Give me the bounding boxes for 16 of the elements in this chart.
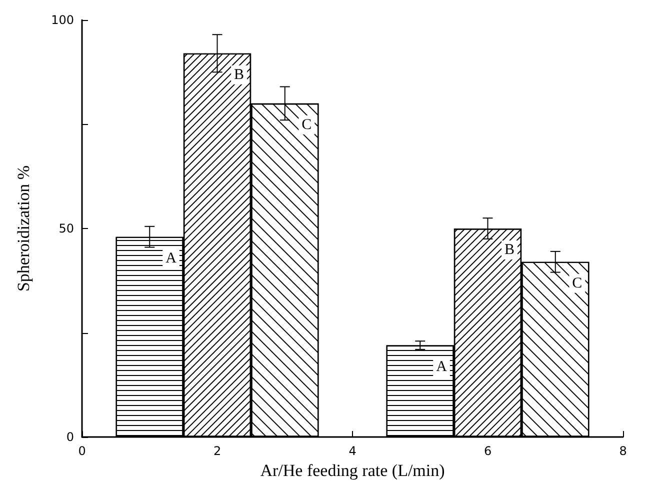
x-tick-label: 4: [348, 444, 356, 458]
x-tick-label: 6: [484, 444, 492, 458]
x-axis-title: Ar/He feeding rate (L/min): [260, 460, 445, 480]
y-axis-title: Spheroidization %: [14, 165, 33, 292]
y-tick-label: 50: [58, 222, 74, 236]
y-tick-label: 0: [66, 430, 74, 444]
x-tick-label: 0: [78, 444, 86, 458]
series-label: A: [166, 250, 177, 266]
series-label: B: [234, 66, 244, 83]
text: C: [572, 275, 582, 292]
x-tick-label: 2: [213, 444, 222, 458]
series-label: C: [302, 116, 312, 133]
y-tick-label: 100: [51, 13, 74, 27]
text: A: [436, 358, 447, 375]
text: B: [504, 242, 515, 258]
x-tick-label: 8: [619, 444, 627, 458]
